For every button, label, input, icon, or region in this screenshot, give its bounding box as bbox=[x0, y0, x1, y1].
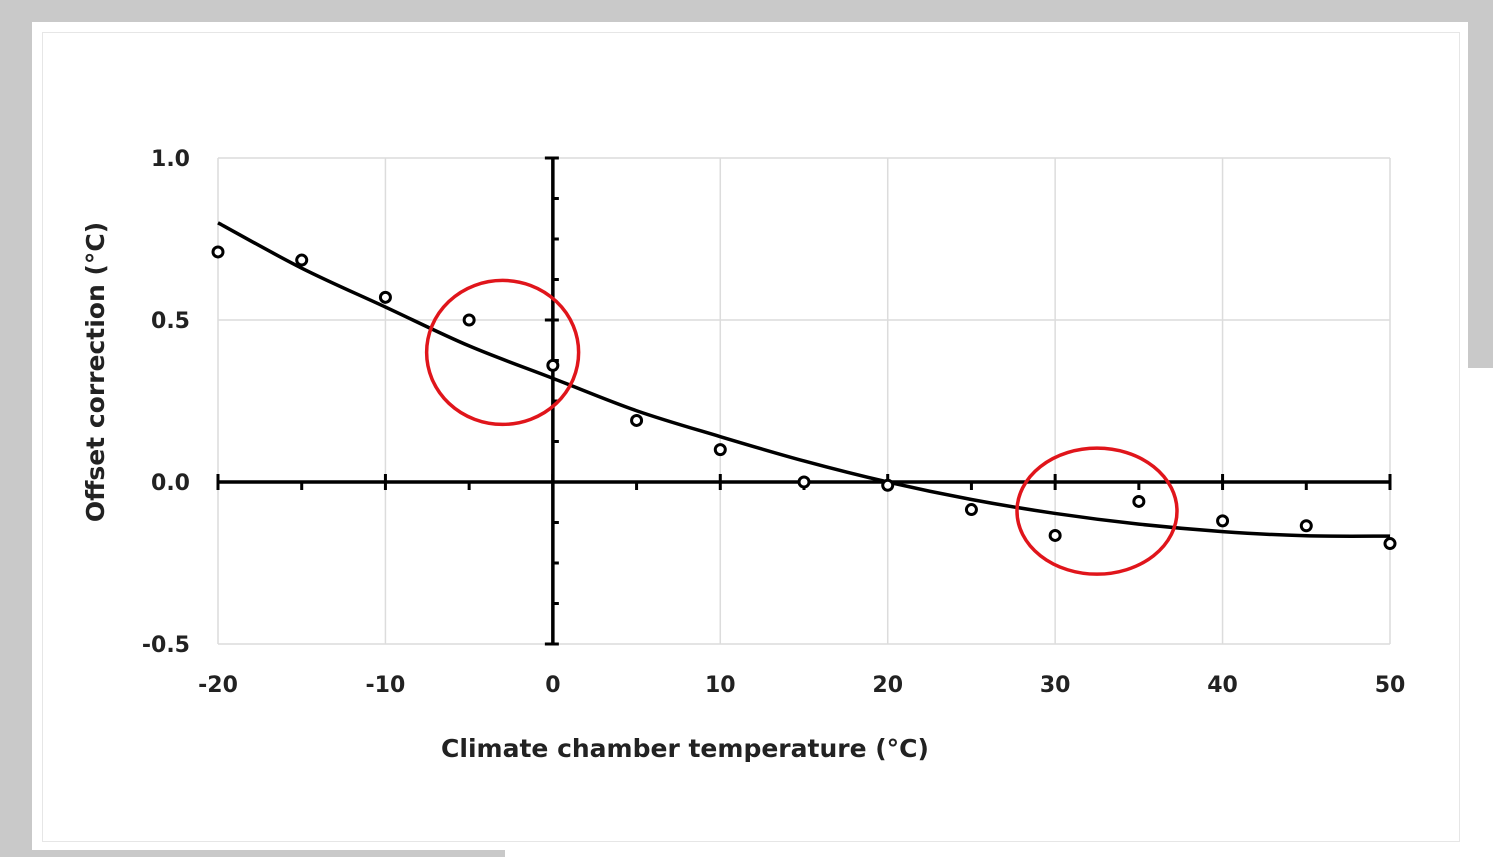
data-point bbox=[964, 503, 978, 517]
data-point bbox=[295, 253, 309, 267]
chart-frame bbox=[42, 32, 1460, 842]
y-tick-label: 1.0 bbox=[151, 147, 190, 172]
data-point bbox=[211, 245, 225, 259]
x-tick-label: 50 bbox=[1375, 673, 1406, 698]
x-tick-label: 30 bbox=[1040, 673, 1071, 698]
x-axis-label: Climate chamber temperature (°C) bbox=[441, 734, 929, 763]
y-axis-label: Offset correction (°C) bbox=[81, 222, 110, 522]
y-tick-label: 0.0 bbox=[151, 471, 190, 496]
x-tick-label: 0 bbox=[545, 673, 560, 698]
data-point bbox=[630, 413, 644, 427]
x-tick-label: -10 bbox=[366, 673, 406, 698]
data-point bbox=[1132, 494, 1146, 508]
chart-panel bbox=[32, 22, 1468, 850]
x-tick-label: 40 bbox=[1207, 673, 1238, 698]
highlight-ellipse bbox=[424, 278, 581, 427]
data-point bbox=[1048, 528, 1062, 542]
data-point bbox=[1299, 519, 1313, 533]
highlight-ellipse bbox=[1015, 446, 1179, 576]
y-tick-label: -0.5 bbox=[142, 633, 190, 658]
data-point bbox=[1216, 514, 1230, 528]
x-tick-label: 20 bbox=[872, 673, 903, 698]
data-point bbox=[1383, 537, 1397, 551]
data-point bbox=[797, 475, 811, 489]
data-point bbox=[462, 313, 476, 327]
x-tick-label: 10 bbox=[705, 673, 736, 698]
data-point bbox=[881, 478, 895, 492]
y-tick-label: 0.5 bbox=[151, 309, 190, 334]
data-point bbox=[546, 358, 560, 372]
trend-line bbox=[217, 221, 1391, 538]
x-tick-label: -20 bbox=[198, 673, 238, 698]
data-point bbox=[378, 290, 392, 304]
data-point bbox=[713, 443, 727, 457]
